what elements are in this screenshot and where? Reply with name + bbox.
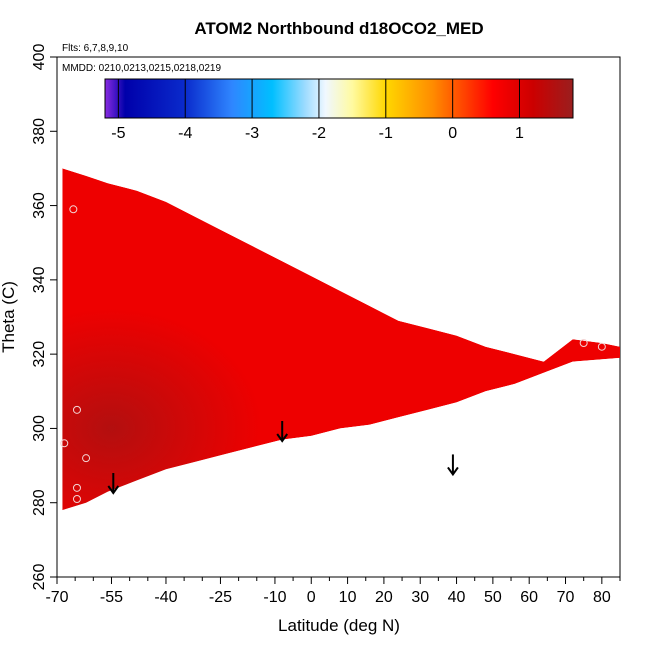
x-axis: -70 -55 -40 -25 -10 0 10 20 30 40 50 60 70 80: [45, 577, 621, 606]
scatter-point: [60, 439, 69, 448]
x-tick-label: -55: [100, 589, 123, 606]
y-tick-label: 320: [31, 341, 48, 368]
scatter-point: [82, 454, 91, 463]
x-tick-label: 70: [557, 589, 575, 606]
heatmap-field: [62, 168, 620, 511]
colorbar: -5 -4 -3 -2 -1 0 1: [104, 78, 574, 142]
scatter-point: [69, 205, 78, 214]
colorbar-gradient: [104, 78, 574, 119]
y-tick-label: 300: [31, 415, 48, 442]
y-tick-label: 280: [31, 489, 48, 516]
x-tick-label: -10: [263, 589, 286, 606]
x-tick-label: -40: [154, 589, 177, 606]
colorbar-tick-label: -1: [379, 125, 393, 142]
x-tick-label: -70: [45, 589, 68, 606]
scatter-point: [72, 483, 81, 492]
x-tick-label: 20: [375, 589, 393, 606]
colorbar-tick-label: 0: [448, 125, 457, 142]
flights-note: Flts: 6,7,8,9,10: [62, 43, 129, 54]
plot-frame: [56, 56, 621, 578]
scatter-point: [597, 342, 606, 351]
colorbar-tick-label: -3: [245, 125, 259, 142]
arrow-mark: [447, 454, 459, 477]
x-tick-label: 80: [593, 589, 611, 606]
scatter-point: [579, 339, 588, 347]
dates-note: MMDD: 0210,0213,0215,0218,0219: [62, 63, 221, 74]
y-tick-label: 340: [31, 266, 48, 293]
y-tick-label: 260: [31, 564, 48, 591]
colorbar-tick-label: -4: [178, 125, 192, 142]
chart-title: ATOM2 Northbound d18OCO2_MED: [194, 19, 483, 38]
colorbar-tick-label: 1: [515, 125, 524, 142]
x-tick-label: 10: [339, 589, 357, 606]
y-axis: 260 280 300 320 340 360 380 400: [31, 44, 57, 591]
colorbar-tick-label: -5: [111, 125, 125, 142]
x-tick-label: 30: [411, 589, 429, 606]
arrow-mark: [276, 421, 289, 443]
x-tick-label: 40: [448, 589, 466, 606]
scatter-point: [72, 495, 81, 503]
x-tick-label: 50: [484, 589, 502, 606]
y-tick-label: 380: [31, 118, 48, 145]
x-axis-label: Latitude (deg N): [278, 616, 400, 635]
y-tick-label: 360: [31, 192, 48, 219]
overlay-marks: [60, 205, 606, 503]
x-tick-label: 0: [307, 589, 316, 606]
arrow-mark: [107, 473, 120, 495]
x-tick-label: -25: [209, 589, 232, 606]
colorbar-tick-label: -2: [312, 125, 326, 142]
scatter-point: [72, 405, 81, 414]
y-axis-label: Theta (C): [0, 281, 18, 353]
y-tick-label: 400: [31, 44, 48, 71]
x-tick-label: 60: [520, 589, 538, 606]
